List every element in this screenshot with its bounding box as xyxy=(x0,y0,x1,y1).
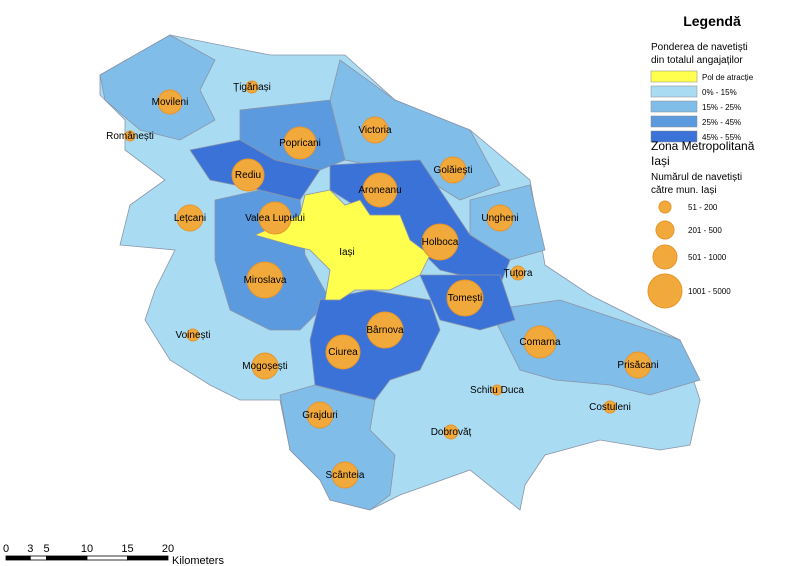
place-label: Mogoșești xyxy=(242,361,288,372)
place-label: Popricani xyxy=(279,138,321,149)
place-label: Victoria xyxy=(358,125,392,136)
place-label: Rediu xyxy=(235,170,261,181)
commuter-symbol xyxy=(231,158,265,192)
commuter-symbol xyxy=(366,311,404,349)
scale-label: 20 xyxy=(162,543,174,555)
legend-heading: Numărul de navetiști xyxy=(651,172,742,183)
legend-swatch xyxy=(650,70,698,83)
place-label: Aroneanu xyxy=(358,185,401,196)
commuter-symbol xyxy=(246,261,284,299)
commuter-symbol xyxy=(306,401,334,429)
commuter-symbol xyxy=(486,204,514,232)
legend-symbol xyxy=(647,273,683,309)
legend-swatch xyxy=(650,130,698,143)
commuter-symbol xyxy=(439,156,467,184)
legend-title: Legendă xyxy=(683,13,741,29)
commuter-symbol xyxy=(176,204,204,232)
place-label: Iași xyxy=(339,247,355,258)
place-label: Miroslava xyxy=(244,275,287,286)
commuter-symbol xyxy=(331,461,359,489)
place-label: Comarna xyxy=(519,337,561,348)
legend-swatch xyxy=(650,100,698,113)
region xyxy=(99,34,216,141)
place-label: Costuleni xyxy=(589,402,631,413)
legend-symbol xyxy=(655,220,675,240)
place-label: Dobrovăț xyxy=(431,427,472,438)
legend-swatch xyxy=(650,115,698,128)
place-label: Holboca xyxy=(422,237,459,248)
legend-label: 51 - 200 xyxy=(688,203,718,212)
legend-heading: Iași xyxy=(651,154,670,168)
scale-label: 5 xyxy=(43,543,49,555)
commuter-symbol xyxy=(523,325,557,359)
place-label: Românești xyxy=(106,131,154,142)
legend-heading: Zona Metropolitană xyxy=(651,139,755,153)
legend-label: 1001 - 5000 xyxy=(688,287,731,296)
scale-segment xyxy=(5,555,31,561)
commuter-symbol xyxy=(510,265,526,281)
place-label: Prisăcani xyxy=(617,360,658,371)
place-label: Golăiești xyxy=(434,165,473,176)
commuter-symbol xyxy=(362,172,398,208)
place-label: Grajduri xyxy=(302,410,338,421)
legend-label: 201 - 500 xyxy=(688,226,722,235)
legend: Legendă Ponderea de navetiști din totalul … xyxy=(647,13,755,309)
scale-label: 0 xyxy=(3,543,9,555)
place-label: Țuțora xyxy=(504,268,533,279)
place-label: Lețcani xyxy=(174,213,206,224)
commuter-symbol xyxy=(491,384,503,396)
place-label: Movileni xyxy=(152,97,189,108)
legend-symbol xyxy=(658,200,672,214)
commuter-symbol xyxy=(443,424,459,440)
commuter-symbol xyxy=(283,126,317,160)
legend-label: Pol de atracție xyxy=(702,73,754,82)
legend-symbol xyxy=(652,244,678,270)
commuter-symbol xyxy=(251,352,279,380)
place-label: Țigănași xyxy=(233,82,271,93)
legend-heading: Ponderea de navetiști xyxy=(651,42,748,53)
place-label: Schitu Duca xyxy=(470,385,524,396)
scale-label: 3 xyxy=(27,543,33,555)
legend-swatch xyxy=(650,85,698,98)
legend-label: 15% - 25% xyxy=(702,103,741,112)
commuter-symbol xyxy=(258,201,292,235)
legend-label: 501 - 1000 xyxy=(688,253,727,262)
commuter-symbol xyxy=(624,351,652,379)
legend-heading: din totalul angajaților xyxy=(651,55,743,66)
scale-segment xyxy=(86,555,128,561)
commuter-symbol xyxy=(325,334,361,370)
scale-segment xyxy=(127,555,169,561)
scale-segment xyxy=(29,555,47,561)
legend-label: 25% - 45% xyxy=(702,118,741,127)
place-label: Scânteia xyxy=(326,470,365,481)
commuter-symbol xyxy=(245,80,259,94)
scale-unit: Kilometers xyxy=(172,555,224,566)
legend-label: 45% - 55% xyxy=(702,133,741,142)
commuter-symbol xyxy=(361,116,389,144)
place-label: Valea Lupului xyxy=(245,213,305,224)
commuter-symbol xyxy=(446,279,484,317)
scale-segment xyxy=(46,555,88,561)
legend-heading: către mun. Iași xyxy=(651,185,717,196)
regions xyxy=(99,34,701,511)
place-label: Tomești xyxy=(448,293,482,304)
commuter-symbol xyxy=(186,328,200,342)
legend-label: 0% - 15% xyxy=(702,88,737,97)
commuter-symbol xyxy=(157,89,183,115)
commuter-symbol xyxy=(124,130,136,142)
places: Țigănași Movileni Românești Victoria Poprica… xyxy=(106,80,659,489)
place-label: Voinești xyxy=(175,330,210,341)
place-label: Ungheni xyxy=(481,213,518,224)
scale-label: 10 xyxy=(81,543,93,555)
place-label: Ciurea xyxy=(328,347,358,358)
commuter-symbol xyxy=(603,400,617,414)
scale-label: 15 xyxy=(121,543,133,555)
commuter-symbol xyxy=(421,223,459,261)
place-label: Bârnova xyxy=(366,325,404,336)
